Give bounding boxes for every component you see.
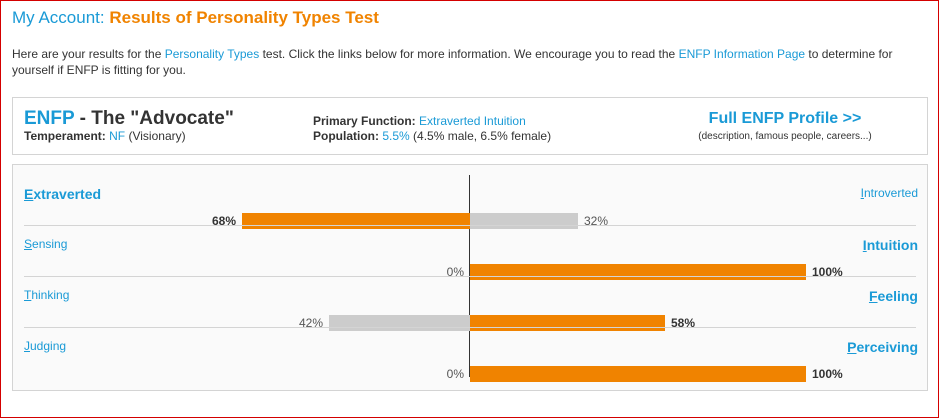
left-score-percent: 42% [298, 316, 323, 330]
full-profile-link[interactable]: Full ENFP Profile >> [708, 110, 862, 127]
trait-rest: erceiving [856, 339, 918, 355]
left-score-percent: 0% [446, 367, 464, 381]
row-divider [24, 327, 916, 328]
type-nickname: The "Advocate" [91, 108, 234, 129]
trait-rest: udging [30, 339, 67, 353]
temperament-label: Temperament: [24, 129, 106, 143]
right-trait-link[interactable]: Introverted [861, 186, 918, 200]
left-trait-link[interactable]: Sensing [24, 237, 67, 251]
right-score-percent: 32% [584, 214, 609, 228]
trait-rest: eeling [877, 288, 918, 304]
intro-text-1: Here are your results for the [12, 47, 165, 61]
trait-rest: xtraverted [33, 186, 102, 202]
right-trait-link[interactable]: Feeling [869, 288, 918, 304]
dimension-row: Extraverted Introverted 68% 32% [13, 175, 927, 229]
population: Population: 5.5% (4.5% male, 6.5% female… [313, 129, 551, 143]
type-summary-box: ENFP - The "Advocate" Temperament: NF (V… [12, 97, 928, 155]
temperament-desc: (Visionary) [128, 129, 186, 143]
temperament-link[interactable]: NF [109, 129, 126, 143]
population-label: Population: [313, 129, 379, 143]
left-trait-link[interactable]: Thinking [24, 288, 69, 302]
dimension-row: Thinking Feeling 42% 58% [13, 277, 927, 331]
full-profile-subtitle: (description, famous people, careers...) [698, 131, 872, 142]
type-code: ENFP [24, 108, 75, 129]
intro-paragraph: Here are your results for the Personalit… [12, 46, 917, 78]
temperament: Temperament: NF (Visionary) [24, 129, 186, 143]
left-trait-link[interactable]: Judging [24, 339, 66, 353]
trait-rest: ntroverted [863, 186, 918, 200]
trait-rest: ntuition [866, 237, 918, 253]
page-title-prefix: My Account: [12, 8, 105, 27]
intro-text-3: to determine for yourself if ENFP is fit… [12, 47, 893, 77]
row-divider [24, 225, 916, 226]
row-divider [24, 276, 916, 277]
trait-initial: E [24, 186, 34, 202]
right-score-percent: 100% [812, 265, 843, 279]
right-score-bar [470, 366, 806, 382]
dimension-row: Judging Perceiving 0% 100% [13, 328, 927, 382]
right-score-percent: 100% [812, 367, 843, 381]
left-trait-link[interactable]: Extraverted [24, 186, 101, 202]
trait-initial: F [868, 288, 878, 304]
right-trait-link[interactable]: Perceiving [847, 339, 918, 355]
population-detail: (4.5% male, 6.5% female) [413, 129, 552, 143]
left-score-percent: 0% [446, 265, 464, 279]
primary-function: Primary Function: Extraverted Intuition [313, 114, 526, 128]
dimension-row: Sensing Intuition 0% 100% [13, 226, 927, 280]
page-title: My Account: Results of Personality Types… [12, 8, 379, 28]
dimension-results: Extraverted Introverted 68% 32% Sensing Intui… [12, 164, 928, 391]
trait-rest: ensing [32, 237, 68, 251]
left-score-percent: 68% [211, 214, 236, 228]
right-score-percent: 58% [671, 316, 696, 330]
intro-text-2: test. Click the links below for more inf… [259, 47, 679, 61]
trait-rest: hinking [31, 288, 70, 302]
type-heading: ENFP - The "Advocate" [24, 108, 234, 130]
type-separator: - [74, 108, 92, 129]
trait-initial: S [24, 237, 33, 251]
trait-initial: T [24, 288, 32, 302]
population-link[interactable]: 5.5% [382, 129, 410, 143]
trait-initial: I [860, 186, 864, 200]
right-trait-link[interactable]: Intuition [863, 237, 918, 253]
trait-initial: P [847, 339, 857, 355]
trait-initial: I [862, 237, 867, 253]
primary-function-link[interactable]: Extraverted Intuition [419, 114, 526, 128]
primary-function-label: Primary Function: [313, 114, 416, 128]
enfp-info-page-link[interactable]: ENFP Information Page [678, 47, 806, 61]
trait-initial: J [24, 339, 30, 353]
page-title-text: Results of Personality Types Test [109, 8, 379, 27]
personality-types-link[interactable]: Personality Types [164, 47, 260, 61]
